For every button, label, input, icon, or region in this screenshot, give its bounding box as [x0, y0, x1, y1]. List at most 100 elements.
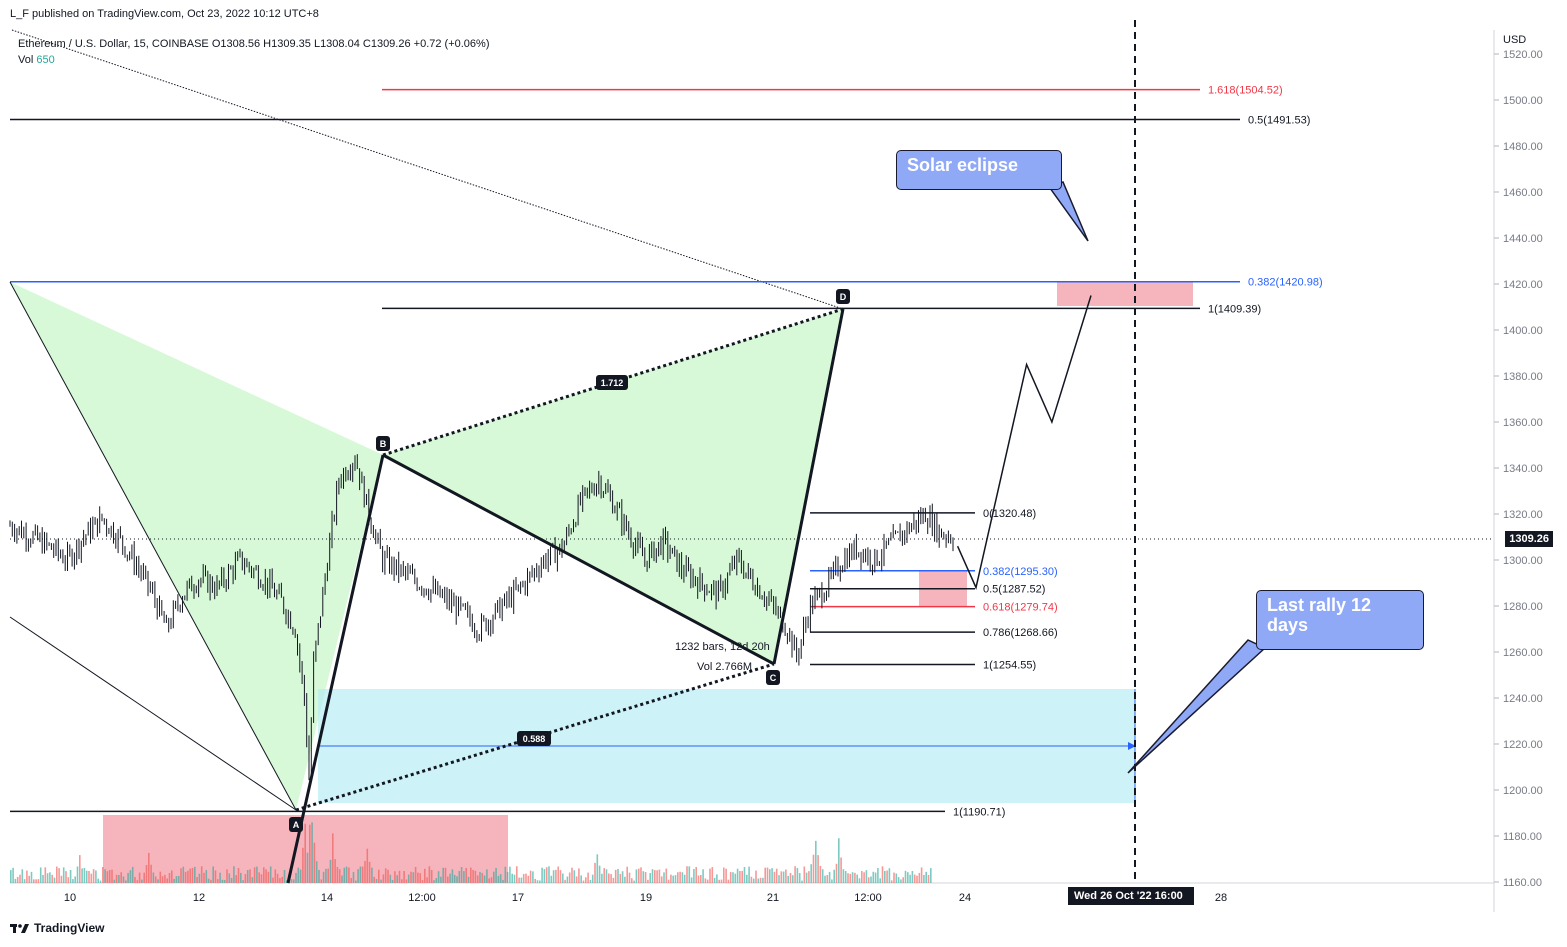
tradingview-logo-icon	[10, 924, 29, 933]
volume-bar	[99, 880, 102, 883]
point-c-text: C	[770, 673, 777, 683]
point-d-label[interactable]: D	[836, 289, 850, 304]
volume-bar	[865, 870, 868, 883]
volume-bar	[842, 869, 845, 883]
volume-bar	[559, 870, 562, 883]
volume-bar	[364, 860, 366, 883]
volume-bar	[136, 880, 139, 883]
point-a-label[interactable]: A	[289, 817, 303, 832]
volume-bar	[184, 871, 187, 883]
volume-bar	[746, 874, 748, 883]
solar-eclipse-callout[interactable]: Solar eclipse	[896, 150, 1062, 190]
volume-bar	[704, 878, 707, 883]
volume-bar	[221, 879, 224, 883]
volume-bar	[212, 866, 214, 883]
volume-bar	[840, 857, 842, 883]
ratio-ac-label[interactable]: 0.588	[517, 731, 551, 746]
currency-label[interactable]: USD	[1503, 34, 1527, 46]
volume-bar	[923, 874, 925, 883]
harmonic-leg-cd	[772, 308, 845, 665]
point-c-label[interactable]: C	[766, 670, 780, 685]
volume-bar	[182, 866, 185, 883]
point-b-label[interactable]: B	[376, 436, 390, 451]
volume-bar	[332, 833, 334, 883]
volume-bar	[895, 873, 898, 883]
y-tick-label: 1520.00	[1503, 49, 1543, 61]
x-tick-label: 12:00	[408, 892, 436, 904]
volume-bar	[610, 874, 612, 883]
volume-bar	[792, 875, 794, 883]
volume-bar	[591, 874, 594, 883]
volume-bar	[401, 879, 403, 883]
volume-bar	[219, 872, 221, 883]
volume-bar	[861, 871, 863, 883]
volume-bar	[299, 869, 302, 883]
volume-bar	[456, 876, 458, 883]
volume-bar	[826, 875, 829, 883]
volume-bar	[723, 867, 725, 883]
volume-bar	[313, 842, 316, 883]
volume-bar	[566, 876, 569, 883]
volume-bar	[488, 878, 490, 883]
volume-label[interactable]: Vol	[18, 54, 34, 66]
volume-bar	[619, 873, 622, 883]
volume-bar	[752, 878, 755, 883]
tradingview-footer[interactable]: TradingView	[10, 921, 104, 935]
volume-bar	[405, 879, 408, 883]
volume-bar	[141, 879, 143, 883]
volume-bar	[697, 875, 700, 883]
ratio-bd-label[interactable]: 1.712	[596, 375, 628, 390]
volume-bar	[877, 868, 879, 883]
volume-bar	[884, 870, 886, 883]
volume-bar	[453, 874, 456, 883]
volume-bar	[46, 873, 49, 883]
volume-bar	[463, 871, 465, 883]
range-vol-text: Vol 2.766M	[697, 661, 752, 673]
volume-bar	[467, 876, 470, 883]
volume-bar	[311, 822, 313, 883]
volume-bar	[890, 880, 893, 883]
volume-bar	[518, 877, 520, 883]
cursor-date-tag: Wed 26 Oct '22 16:00	[1068, 887, 1194, 905]
volume-bar	[246, 869, 249, 883]
volume-bar	[870, 876, 872, 883]
volume-bar	[458, 870, 461, 883]
volume-bar	[295, 872, 297, 883]
last-rally-callout[interactable]: Last rally 12 days	[1256, 590, 1424, 650]
volume-bar	[729, 872, 732, 883]
volume-bar	[762, 877, 764, 883]
symbol-name[interactable]: Ethereum / U.S. Dollar, 15, COINBASE	[18, 38, 209, 50]
y-tick-label: 1300.00	[1503, 555, 1543, 567]
volume-bar	[672, 875, 674, 883]
volume-bar	[134, 876, 136, 883]
volume-bar	[794, 866, 796, 883]
volume-bar	[637, 868, 640, 883]
volume-bar	[72, 879, 74, 883]
volume-bar	[766, 867, 769, 883]
volume-bar	[757, 878, 760, 883]
volume-bar	[348, 867, 350, 883]
volume-bar	[819, 865, 822, 883]
price-axis[interactable]: 1160.00 1180.00 1200.00 1220.00 1240.00 1260.…	[1494, 49, 1543, 889]
time-axis[interactable]: 10 12 14 12:00 17 19 21 12:00 24 28	[64, 892, 1227, 904]
volume-bar	[495, 867, 497, 883]
volume-bar	[562, 873, 564, 883]
volume-bar	[366, 848, 369, 883]
volume-bar	[635, 869, 638, 883]
symbol-legend[interactable]: Ethereum / U.S. Dollar, 15, COINBASE O13…	[18, 36, 489, 68]
volume-bar	[587, 872, 589, 883]
volume-bar	[683, 874, 686, 883]
volume-bar	[486, 869, 488, 883]
volume-bar	[240, 872, 242, 883]
volume-bar	[465, 867, 467, 883]
volume-bar	[33, 879, 35, 883]
volume-bar	[361, 866, 364, 883]
x-tick-label: 21	[767, 892, 779, 904]
volume-bar	[663, 872, 665, 883]
harmonic-ratio-ac	[295, 662, 775, 812]
volume-bar	[778, 875, 780, 883]
y-tick-label: 1340.00	[1503, 463, 1543, 475]
y-tick-label: 1440.00	[1503, 233, 1543, 245]
volume-bar	[276, 873, 279, 883]
